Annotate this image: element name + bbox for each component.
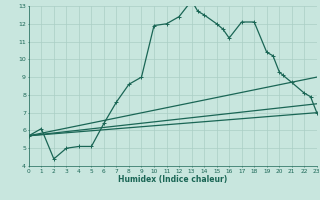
X-axis label: Humidex (Indice chaleur): Humidex (Indice chaleur) [118,175,228,184]
